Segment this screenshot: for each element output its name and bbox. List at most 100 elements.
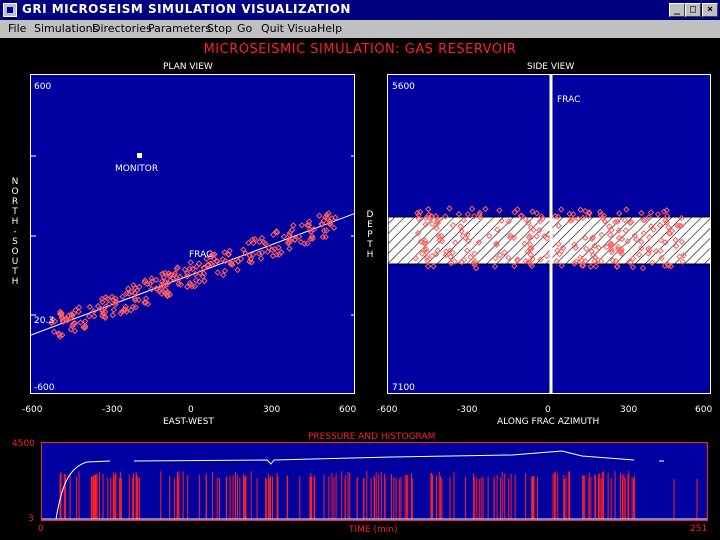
side-event-point [586, 210, 593, 217]
close-button[interactable]: × [702, 3, 718, 17]
side-event-point [678, 238, 686, 246]
side-event-point [662, 239, 669, 246]
plan-event-point [192, 270, 199, 278]
side-event-point [468, 205, 476, 213]
menu-parameters[interactable]: Parameters [148, 22, 211, 35]
visualization-area: MICROSEISMIC SIMULATION: GAS RESERVOIR P… [0, 38, 720, 540]
plan-event-point [56, 310, 64, 318]
plan-view-panel[interactable]: 600 20.3 -600 MONITOR FRAC [30, 74, 355, 394]
menu-file[interactable]: File [8, 22, 27, 35]
plan-event-point [192, 277, 200, 284]
side-event-point [496, 207, 503, 214]
plan-event-point [250, 239, 257, 247]
plan-event-point [264, 248, 271, 255]
side-event-point [663, 219, 670, 226]
side-event-point [486, 232, 493, 240]
side-event-point [569, 216, 576, 223]
plan-event-point [237, 255, 245, 262]
plan-event-point [186, 265, 193, 272]
side-event-point [629, 255, 637, 262]
menu-simulations[interactable]: Simulations [34, 22, 99, 35]
side-event-point [442, 213, 449, 220]
side-event-point [591, 242, 598, 249]
side-event-point [425, 205, 432, 213]
side-event-point [529, 255, 536, 263]
plan-event-point [49, 316, 57, 323]
side-event-point [614, 263, 621, 270]
menu-directories[interactable]: Directories [92, 22, 152, 35]
menu-help[interactable]: Help [317, 22, 343, 35]
side-event-point [607, 241, 614, 249]
plan-event-point [260, 239, 268, 246]
title-bar[interactable]: GRI MICROSEISM SIMULATION VISUALIZATION … [0, 0, 720, 20]
side-event-point [526, 232, 534, 240]
side-event-point [457, 223, 464, 230]
plan-event-point [286, 245, 293, 252]
plan-event-point [65, 312, 73, 319]
side-event-point [555, 222, 562, 229]
menu-go[interactable]: Go [237, 22, 253, 35]
side-event-point [465, 237, 472, 245]
side-event-point [432, 213, 439, 220]
side-event-point [621, 216, 628, 224]
side-event-point [514, 206, 521, 213]
side-event-point [600, 212, 608, 219]
plan-event-point [270, 231, 277, 238]
side-event-point [467, 254, 474, 261]
plan-event-point [322, 233, 329, 241]
side-event-point [475, 239, 483, 246]
pressure-title: PRESSURE AND HISTOGRAM [308, 432, 436, 442]
side-event-point [558, 248, 565, 255]
plan-event-point [123, 290, 130, 297]
side-event-point [660, 208, 668, 215]
app-icon[interactable] [3, 3, 17, 17]
side-event-point [471, 212, 478, 220]
side-event-point [554, 213, 562, 221]
plan-y-bottom-label: -600 [34, 383, 55, 393]
side-event-point [536, 226, 543, 234]
side-event-point [639, 265, 647, 272]
menu-stop[interactable]: Stop [207, 22, 233, 35]
side-event-point [614, 218, 621, 225]
side-event-point [447, 253, 454, 260]
side-event-point [511, 262, 518, 270]
plan-event-point [258, 234, 266, 242]
plan-event-point [102, 314, 109, 322]
side-event-point [608, 248, 616, 256]
plan-event-point [285, 238, 292, 245]
plan-event-point [171, 272, 178, 279]
plan-event-point [101, 308, 109, 316]
side-view-panel[interactable]: 5600 7100 FRAC [387, 74, 711, 394]
plan-event-point [177, 281, 184, 288]
menu-quit-visual[interactable]: Quit Visual [261, 22, 321, 35]
side-event-point [588, 235, 596, 243]
side-event-point [661, 262, 668, 270]
side-x-tick-4: 300 [620, 405, 638, 415]
side-event-point [429, 220, 436, 228]
side-event-point [511, 209, 518, 216]
side-x-tick-1: -600 [377, 405, 398, 415]
side-event-point [614, 246, 622, 253]
maximize-button[interactable]: □ [685, 3, 701, 17]
plan-event-point [142, 295, 150, 302]
plan-event-point [128, 288, 136, 296]
plan-event-point [225, 251, 233, 258]
plan-event-point [219, 256, 226, 263]
pressure-histogram-panel[interactable] [41, 442, 708, 521]
side-event-point [412, 255, 419, 262]
main-title: MICROSEISMIC SIMULATION: GAS RESERVOIR [203, 42, 517, 57]
side-event-point [553, 258, 560, 265]
plan-event-point [201, 265, 208, 272]
plan-y-axis-letter: - [13, 227, 17, 237]
plan-y-axis-letter: N [11, 177, 19, 187]
minimize-button[interactable]: _ [669, 3, 685, 17]
plan-y-axis-letter: O [11, 247, 19, 257]
side-event-point [424, 263, 432, 270]
side-event-point [582, 234, 589, 242]
plan-event-point [214, 258, 221, 265]
side-event-point [528, 245, 535, 252]
side-event-point [606, 223, 613, 230]
side-event-point [555, 240, 562, 248]
side-event-point [663, 207, 670, 214]
plan-event-point [132, 304, 139, 311]
